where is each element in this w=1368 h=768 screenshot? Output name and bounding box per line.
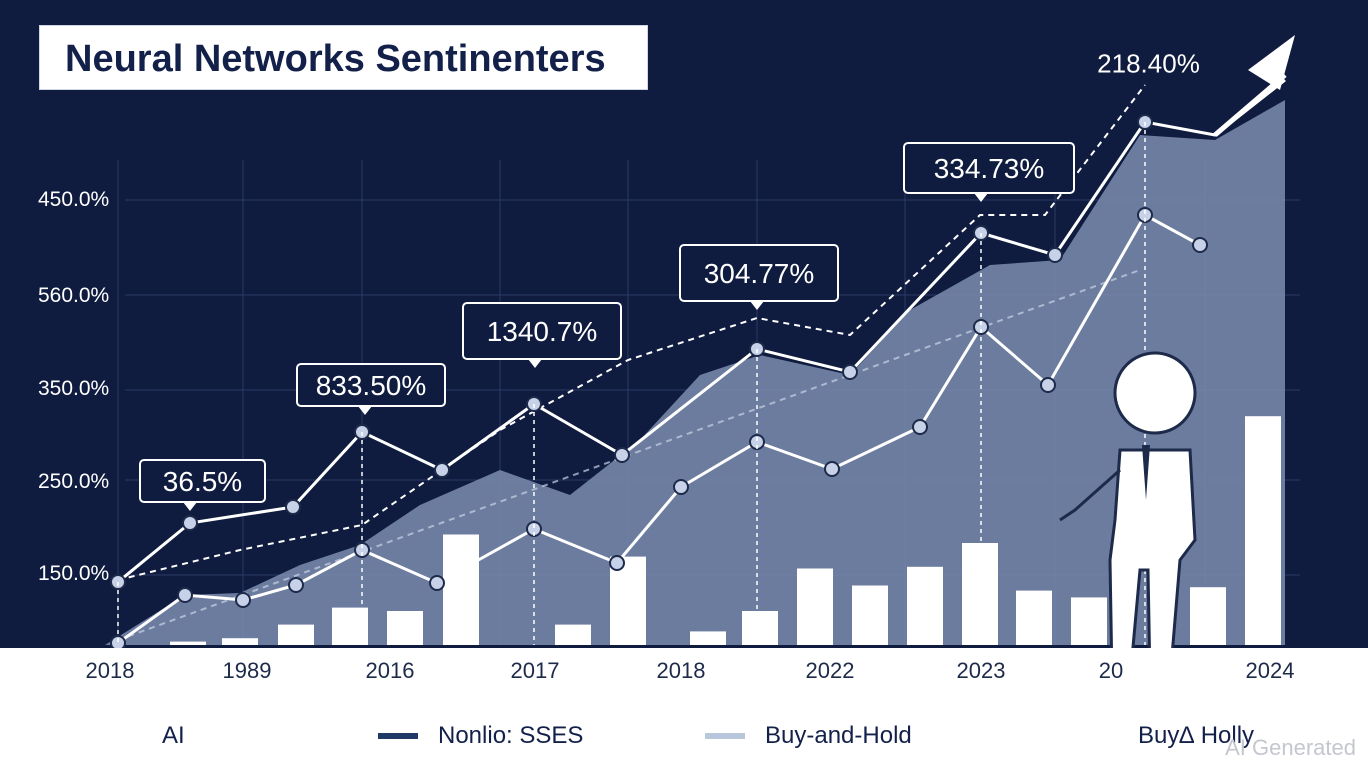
- legend: AI Nonlio: SSES Buy-and-Hold Buy∆ Holly: [0, 716, 1368, 756]
- bar-0: [170, 641, 206, 645]
- x-tick-label-4: 2018: [656, 658, 706, 683]
- x-tick-label-0: 2018: [85, 658, 135, 683]
- y-tick-label-3: 250.0%: [38, 470, 110, 493]
- legend-swatch-buy-and-hold: [705, 733, 745, 739]
- series-lower-line: [117, 212, 1201, 645]
- annotation-pointer-1: [358, 406, 372, 415]
- annotation-pointer-3: [750, 301, 764, 310]
- bar-11: [852, 585, 888, 645]
- person-head: [1113, 351, 1197, 435]
- lower-point-12: [973, 319, 989, 335]
- lower-point-1: [177, 587, 193, 603]
- legend-item-ai: AI: [162, 716, 185, 756]
- bar-15: [1071, 597, 1107, 645]
- bar-13: [962, 543, 998, 645]
- lower-point-11: [912, 419, 928, 435]
- annotation-pointer-4: [974, 193, 988, 202]
- lower-point-5: [429, 575, 445, 591]
- y-tick-label-2: 350.0%: [38, 377, 110, 400]
- annotation-pointer-2: [528, 359, 542, 368]
- lower-point-7: [609, 555, 625, 571]
- lower-point-15: [1192, 237, 1208, 253]
- x-tick-label-2: 2016: [365, 658, 415, 683]
- upper-point-1: [182, 515, 198, 531]
- legend-swatch-nonlio: [378, 733, 418, 739]
- annotation-label-5: 218.40%: [1097, 49, 1200, 79]
- series-upper-line: [117, 78, 1286, 584]
- x-tick-label-3: 2017: [510, 658, 560, 683]
- upper-point-4: [434, 462, 450, 478]
- lower-point-2: [235, 592, 251, 608]
- annotation-label-3: 304.77%: [704, 258, 815, 289]
- chart-title: Neural Networks Sentinenters: [65, 38, 606, 80]
- legend-item-nonlio: Nonlio: SSES: [378, 716, 583, 756]
- bar-9: [742, 611, 778, 645]
- annotation-label-0: 36.5%: [163, 466, 242, 497]
- bar-6: [555, 624, 591, 645]
- bar-4: [387, 611, 423, 645]
- title-box: Neural Networks Sentinenters: [39, 25, 648, 90]
- person-arm: [1059, 468, 1121, 522]
- bar-14: [1016, 590, 1052, 645]
- person-body: [1108, 448, 1197, 648]
- bar-16: [1190, 587, 1226, 645]
- annotation-box-4: [903, 142, 1075, 194]
- series-dashed-line: [117, 84, 1146, 581]
- x-tick-label-8: 2024: [1245, 658, 1295, 683]
- legend-item-buy-and-hold: Buy-and-Hold: [705, 716, 912, 756]
- person-tie: [1142, 445, 1150, 500]
- lower-point-0: [110, 635, 126, 648]
- annotation-pointer-0: [183, 502, 197, 511]
- lower-point-3: [288, 577, 304, 593]
- bar-1: [222, 638, 258, 645]
- lower-point-8: [673, 479, 689, 495]
- upper-point-2: [285, 499, 301, 515]
- lower-point-4: [354, 542, 370, 558]
- upper-point-10: [1047, 247, 1063, 263]
- chart-panel: 36.5% 833.50% 1340.7% 304.77% 334.73% 218.40%…: [0, 0, 1368, 648]
- annotation-label-2: 1340.7%: [487, 316, 598, 347]
- bar-2: [278, 624, 314, 645]
- growth-area: [105, 100, 1285, 645]
- upper-point-6: [614, 447, 630, 463]
- bar-5: [443, 534, 479, 645]
- annotation-label-1: 833.50%: [316, 370, 427, 401]
- annotation-box-0: [139, 459, 266, 503]
- y-tick-label-1: 560.0%: [38, 284, 110, 307]
- legend-label-buy-and-hold: Buy-and-Hold: [765, 722, 912, 749]
- legend-label-buy-holly: Buy∆ Holly: [1138, 722, 1255, 749]
- x-tick-label-5: 2022: [805, 658, 855, 683]
- legend-label-nonlio: Nonlio: SSES: [438, 722, 584, 749]
- watermark: AI Generated: [1225, 735, 1356, 760]
- bar-12: [907, 566, 943, 645]
- lower-point-10: [824, 461, 840, 477]
- x-tick-label-1: 1989: [222, 658, 272, 683]
- x-tick-label-6: 2023: [956, 658, 1006, 683]
- legend-label-ai: AI: [162, 722, 185, 749]
- y-tick-label-0: 450.0%: [38, 188, 110, 211]
- x-tick-label-7: 20: [1098, 658, 1124, 683]
- bar-8: [690, 631, 726, 645]
- y-tick-label-4: 150.0%: [38, 562, 110, 585]
- arrow-head: [1248, 35, 1295, 90]
- bar-17: [1245, 416, 1281, 645]
- legend-item-buy-holly: Buy∆ Holly: [1138, 716, 1254, 756]
- upper-point-8: [842, 364, 858, 380]
- plot-area: 36.5% 833.50% 1340.7% 304.77% 334.73% 218.40%: [105, 35, 1300, 648]
- lower-point-13: [1040, 377, 1056, 393]
- bar-7: [610, 556, 646, 645]
- bar-10: [797, 568, 833, 645]
- annotation-label-4: 334.73%: [934, 153, 1045, 184]
